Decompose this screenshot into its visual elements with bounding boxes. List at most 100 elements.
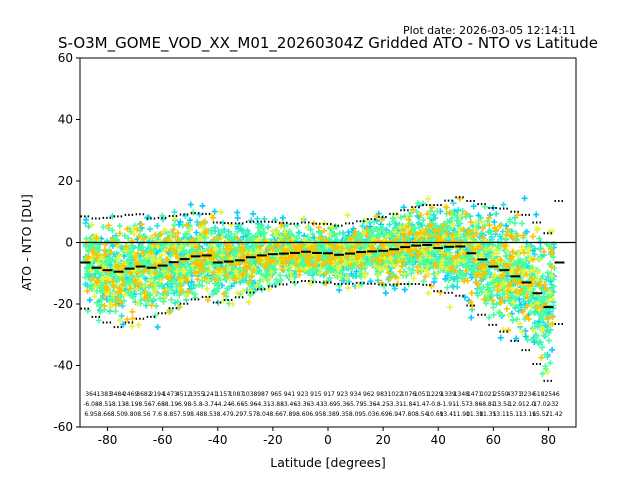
bin-stat-label: 962: [363, 391, 375, 398]
bin-stat-label: 1355: [189, 391, 204, 398]
bin-stat-label: -3.46: [282, 401, 298, 408]
bin-stat-label: -1.91: [440, 401, 456, 408]
x-tick-label: 60: [486, 433, 501, 447]
bin-stat-label: 6.95: [309, 411, 323, 418]
bin-stat-label: 8.47: [217, 411, 231, 418]
x-axis-label: Latitude [degrees]: [270, 455, 386, 470]
bin-stat-label: 987: [257, 391, 269, 398]
bin-stat-label: -8.19: [123, 401, 139, 408]
y-tick-label: -40: [53, 359, 73, 373]
x-tick-label: -40: [208, 433, 228, 447]
bin-stat-label: -1.47: [414, 401, 430, 408]
bin-stat-label: 8.09: [349, 411, 363, 418]
bin-stat-label: -8.13: [110, 401, 126, 408]
bin-stat-label: -3.74: [202, 401, 218, 408]
scatter-points: [82, 195, 558, 377]
bin-stat-label: -8.19: [163, 401, 179, 408]
bin-stat-label: 15.57: [532, 411, 549, 418]
y-tick-label: 20: [58, 174, 73, 188]
bin-stat-label: 923: [297, 391, 309, 398]
bin-stat-label: 3682: [136, 391, 151, 398]
bin-stat-label: -6.66: [229, 401, 245, 408]
x-tick-label: -20: [263, 433, 283, 447]
chart-title: S-O3M_GOME_VOD_XX_M01_20260304Z Gridded …: [57, 34, 598, 52]
bin-stat-label: 1022: [388, 391, 403, 398]
bin-stat-label: 1241: [202, 391, 217, 398]
bin-stat-label: -4.24: [216, 401, 232, 408]
bin-stat-label: -12.0: [520, 401, 536, 408]
bin-stat-label: 1021: [480, 391, 495, 398]
bin-stat-label: 1051: [414, 391, 429, 398]
x-tick-label: 20: [375, 433, 390, 447]
x-tick-label: -80: [98, 433, 118, 447]
bin-stat-label: 7.6: [152, 411, 162, 418]
bin-stat-label: 8.66: [98, 411, 112, 418]
bin-stat-label: -6.98: [176, 401, 192, 408]
bin-stat-label: -3.86: [467, 401, 483, 408]
bin-stat-label: -17.02: [531, 401, 551, 408]
y-tick-label: 60: [58, 51, 73, 65]
y-tick-label: -20: [53, 297, 73, 311]
bin-stat-label: 11.35: [479, 411, 496, 418]
bin-stat-label: 917: [323, 391, 335, 398]
bin-stat-label: -5.79: [348, 401, 364, 408]
bin-stat-label: 11.90: [453, 411, 470, 418]
bin-stat-label: -32: [549, 401, 559, 408]
bin-stat-label: 8.50: [111, 411, 125, 418]
bin-stat-label: 1348: [454, 391, 469, 398]
bin-stat-label: 6.94: [389, 411, 403, 418]
bin-stat-label: -4.25: [374, 401, 390, 408]
bin-stat-label: 546: [548, 391, 560, 398]
bin-stat-label: -13.51: [491, 401, 511, 408]
bin-stat-label: -8.56: [136, 401, 152, 408]
bin-stat-label: -3.36: [295, 401, 311, 408]
bin-stat-label: 13.41: [440, 411, 457, 418]
bin-stat-label: -5.36: [361, 401, 377, 408]
bin-stat-label: -8.81: [480, 401, 496, 408]
bin-stat-label: 915: [310, 391, 322, 398]
bin-stat-label: 5182: [533, 391, 548, 398]
bin-stat-label: 8.53: [203, 411, 217, 418]
bin-stat-label: 1087: [229, 391, 244, 398]
bin-stat-label: 1473: [163, 391, 178, 398]
bin-stat-label: 7.57: [243, 411, 257, 418]
bin-stat-label: 7.59: [177, 411, 191, 418]
bin-stat-label: 8.66: [270, 411, 284, 418]
bin-stat-label: -12.0: [507, 401, 523, 408]
bin-stat-label: 9.80: [124, 411, 138, 418]
bin-stat-label: -3.88: [268, 401, 284, 408]
bin-stat-label: 2194: [150, 391, 165, 398]
bin-stat-label: 923: [337, 391, 349, 398]
bin-stat-label: -5.8: [191, 401, 203, 408]
bin-stat-label: 1038: [242, 391, 257, 398]
x-tick-label: -60: [153, 433, 173, 447]
bin-stat-label: 1157: [216, 391, 231, 398]
bin-stat-label: 965: [270, 391, 282, 398]
bin-stat-label: 4371: [507, 391, 522, 398]
bin-stat-label: -0.8: [429, 401, 441, 408]
bin-stat-label: -6.08: [83, 401, 99, 408]
bin-stat-label: 2550: [493, 391, 508, 398]
bin-stat-label: 3234: [520, 391, 535, 398]
bin-stat-label: -3.43: [308, 401, 324, 408]
bin-stat-label: 13.16: [519, 411, 536, 418]
bin-stat-label: 934: [350, 391, 362, 398]
bin-stat-label: 6.69: [375, 411, 389, 418]
bin-stat-label: 7.89: [283, 411, 297, 418]
bin-stat-label: 8.54: [415, 411, 429, 418]
bin-stat-label: 8.56: [137, 411, 151, 418]
x-tick-label: 80: [541, 433, 556, 447]
bin-stat-label: 8.60: [296, 411, 310, 418]
y-tick-label: -60: [53, 420, 73, 434]
bin-stat-label: 1229: [427, 391, 442, 398]
bin-stat-label: 13.11: [492, 411, 509, 418]
bin-stat-label: 364: [85, 391, 97, 398]
bin-stat-label: 8.48: [190, 411, 204, 418]
bin-stat-label: -5.36: [335, 401, 351, 408]
bin-stat-label: -8.51: [96, 401, 112, 408]
bin-stat-label: -1.57: [454, 401, 470, 408]
bin-stat-label: 1471: [467, 391, 482, 398]
bin-stat-label: 7.80: [402, 411, 416, 418]
bin-stat-label: -1.84: [401, 401, 417, 408]
y-tick-label: 0: [65, 236, 73, 250]
